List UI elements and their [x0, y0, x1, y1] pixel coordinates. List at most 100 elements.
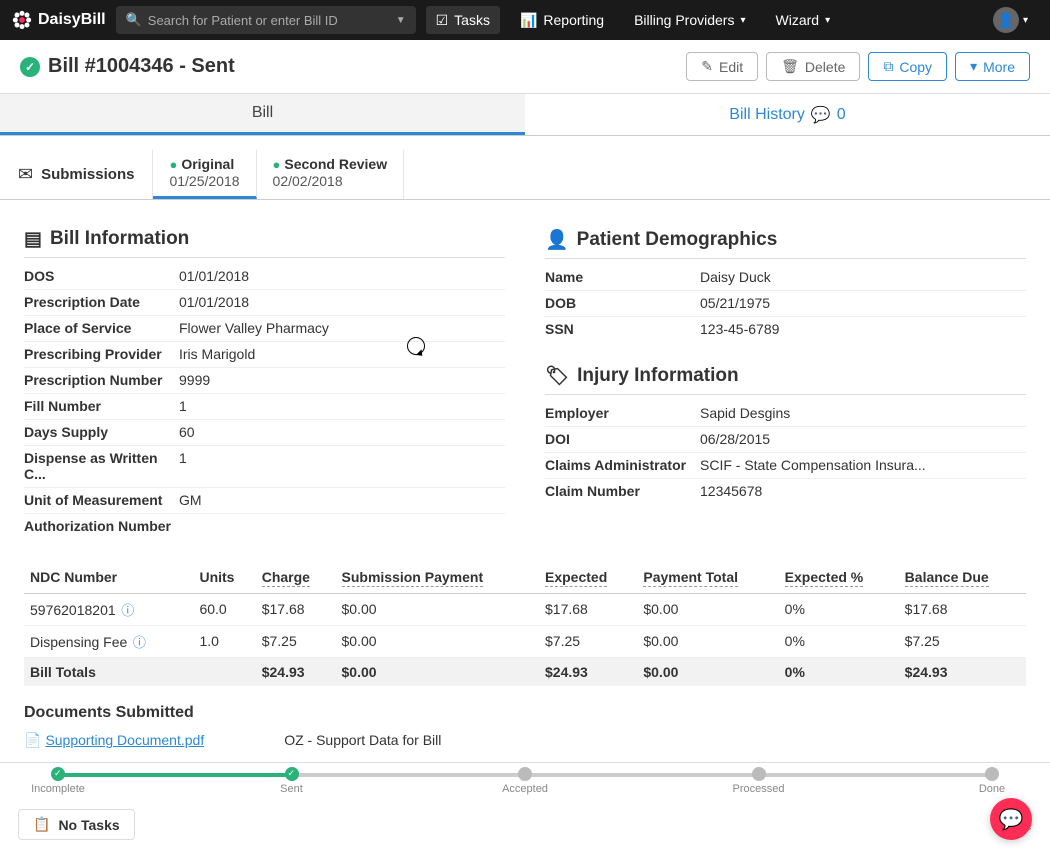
second-review-label: Second Review	[284, 156, 387, 173]
uom-label: Unit of Measurement	[24, 492, 179, 508]
balance-value: $7.25	[899, 625, 1026, 657]
totals-paytotal: $0.00	[637, 657, 778, 686]
more-button[interactable]: ▾More	[955, 52, 1030, 81]
provider-value: Iris Marigold	[179, 346, 255, 362]
dos-value: 01/01/2018	[179, 268, 249, 284]
subpay-value: $0.00	[336, 593, 539, 625]
tab-history-label: Bill History	[729, 106, 805, 124]
check-circle-icon: ●	[273, 157, 281, 173]
dob-value: 05/21/1975	[700, 295, 770, 311]
totals-charge: $24.93	[256, 657, 336, 686]
history-count: 0	[837, 106, 846, 124]
charge-value: $7.25	[256, 625, 336, 657]
ndc-value: Dispensing Fee	[30, 634, 127, 650]
step-done: Done	[979, 783, 1005, 795]
col-sub-pay[interactable]: Submission Payment	[336, 561, 539, 594]
col-exp-pct[interactable]: Expected %	[779, 561, 899, 594]
exppct-value: 0%	[779, 593, 899, 625]
rx-num-value: 9999	[179, 372, 210, 388]
top-nav: DaisyBill 🔍 Search for Patient or enter …	[0, 0, 1050, 40]
documents-heading: Documents Submitted	[24, 704, 1026, 722]
trash-icon: 🗑	[781, 58, 799, 75]
balance-value: $17.68	[899, 593, 1026, 625]
nav-tasks[interactable]: ☑ Tasks	[426, 6, 500, 34]
admin-label: Claims Administrator	[545, 457, 700, 473]
col-charge[interactable]: Charge	[256, 561, 336, 594]
search-icon: 🔍	[126, 12, 142, 28]
col-units[interactable]: Units	[193, 561, 255, 594]
user-menu[interactable]: 👤 ▾	[983, 6, 1038, 34]
dob-label: DOB	[545, 295, 700, 311]
progress-footer: Incomplete Sent Accepted Processed Done …	[0, 762, 1050, 854]
nav-wizard[interactable]: Wizard ▾	[766, 6, 841, 34]
body: ▤Bill Information DOS01/01/2018 Prescrip…	[0, 200, 1050, 757]
tab-submissions[interactable]: ✉ Submissions	[0, 150, 153, 199]
edit-label: Edit	[719, 59, 743, 75]
document-link[interactable]: 📄 Supporting Document.pdf	[24, 732, 204, 749]
main-tabs: Bill Bill History 💬 0	[0, 94, 1050, 136]
copy-button[interactable]: ⧉Copy	[868, 52, 947, 81]
edit-button[interactable]: ✎Edit	[686, 52, 758, 81]
envelope-icon: ✉	[18, 164, 33, 185]
exppct-value: 0%	[779, 625, 899, 657]
flower-icon	[12, 10, 32, 30]
units-value: 1.0	[193, 625, 255, 657]
list-icon: ▤	[24, 228, 42, 251]
totals-exppct: 0%	[779, 657, 899, 686]
bill-header: ✓ Bill #1004346 - Sent ✎Edit 🗑Delete ⧉Co…	[0, 40, 1050, 94]
col-balance[interactable]: Balance Due	[899, 561, 1026, 594]
fill-label: Fill Number	[24, 398, 179, 414]
no-tasks-button[interactable]: 📋 No Tasks	[18, 809, 135, 840]
tag-icon: 🏷	[545, 364, 569, 388]
col-pay-total[interactable]: Payment Total	[637, 561, 778, 594]
table-row: Dispensing Fee ⓘ 1.0 $7.25 $0.00 $7.25 $…	[24, 625, 1026, 657]
chevron-down-icon: ▾	[825, 15, 830, 26]
chat-icon: 💬	[999, 807, 1024, 832]
bill-info-heading: Bill Information	[50, 228, 189, 250]
nav-reporting-label: Reporting	[543, 12, 604, 28]
patient-section: 👤Patient Demographics NameDaisy Duck DOB…	[545, 228, 1026, 342]
info-icon[interactable]: ⓘ	[129, 635, 146, 650]
search-input[interactable]: 🔍 Search for Patient or enter Bill ID ▼	[116, 6, 416, 34]
original-date: 01/25/2018	[169, 173, 239, 190]
rx-date-value: 01/01/2018	[179, 294, 249, 310]
step-processed: Processed	[733, 783, 785, 795]
sub-tabs: ✉ Submissions ●Original 01/25/2018 ●Seco…	[0, 150, 1050, 200]
admin-value: SCIF - State Compensation Insura...	[700, 457, 926, 473]
delete-button[interactable]: 🗑Delete	[766, 52, 860, 81]
page-title: Bill #1004346 - Sent	[48, 55, 235, 78]
days-label: Days Supply	[24, 424, 179, 440]
provider-label: Prescribing Provider	[24, 346, 179, 362]
step-incomplete: Incomplete	[31, 783, 85, 795]
tab-second-review[interactable]: ●Second Review 02/02/2018	[257, 150, 405, 199]
pos-label: Place of Service	[24, 320, 179, 336]
fill-value: 1	[179, 398, 187, 414]
nav-billing-providers-label: Billing Providers	[634, 12, 734, 28]
employer-value: Sapid Desgins	[700, 405, 790, 421]
table-row: 59762018201 ⓘ 60.0 $17.68 $0.00 $17.68 $…	[24, 593, 1026, 625]
info-icon[interactable]: ⓘ	[118, 603, 135, 618]
doi-value: 06/28/2015	[700, 431, 770, 447]
avatar: 👤	[993, 7, 1019, 33]
chat-fab[interactable]: 💬	[990, 798, 1032, 840]
nav-billing-providers[interactable]: Billing Providers ▾	[624, 6, 755, 34]
brand-text: DaisyBill	[38, 11, 106, 29]
tab-bill[interactable]: Bill	[0, 94, 525, 135]
chevron-down-icon: ▼	[396, 15, 406, 26]
line-items-table: NDC Number Units Charge Submission Payme…	[24, 561, 1026, 686]
original-label: Original	[181, 156, 234, 173]
brand[interactable]: DaisyBill	[12, 10, 106, 30]
name-value: Daisy Duck	[700, 269, 771, 285]
days-value: 60	[179, 424, 195, 440]
user-icon: 👤	[545, 228, 569, 252]
copy-icon: ⧉	[883, 58, 893, 75]
document-link-text: Supporting Document.pdf	[45, 732, 204, 748]
tab-original[interactable]: ●Original 01/25/2018	[153, 150, 256, 199]
col-expected[interactable]: Expected	[539, 561, 637, 594]
ssn-label: SSN	[545, 321, 700, 337]
nav-reporting[interactable]: 📊 Reporting	[510, 6, 614, 34]
file-pdf-icon: 📄	[24, 732, 41, 749]
chevron-down-icon: ▾	[1023, 15, 1028, 26]
col-ndc[interactable]: NDC Number	[24, 561, 193, 594]
tab-bill-history[interactable]: Bill History 💬 0	[525, 94, 1050, 135]
